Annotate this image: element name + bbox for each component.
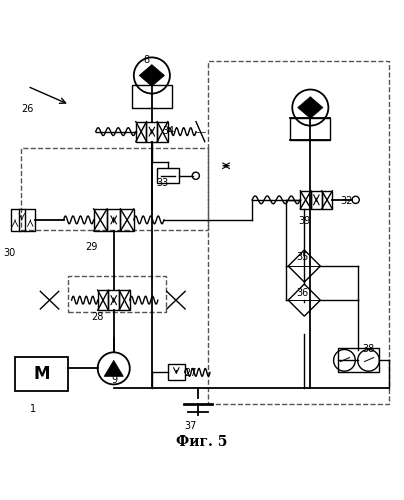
Text: 32: 32: [341, 196, 353, 206]
Bar: [300, 191, 311, 209]
Bar: [338, 348, 379, 372]
Text: 34: 34: [162, 126, 174, 136]
Text: 28: 28: [92, 312, 104, 322]
Bar: [132, 86, 172, 108]
Polygon shape: [139, 64, 152, 86]
Bar: [108, 290, 119, 310]
Polygon shape: [104, 360, 123, 376]
Bar: [21, 148, 208, 230]
Text: 26: 26: [21, 104, 34, 114]
Text: 35: 35: [296, 252, 309, 262]
Text: 9: 9: [112, 375, 118, 385]
Bar: [67, 276, 166, 312]
Bar: [157, 122, 168, 142]
Bar: [157, 168, 179, 184]
Bar: [208, 62, 389, 404]
Bar: [168, 364, 185, 380]
Text: 31: 31: [304, 106, 317, 116]
Bar: [120, 209, 134, 231]
Bar: [119, 290, 130, 310]
Polygon shape: [152, 64, 164, 86]
Bar: [11, 209, 36, 231]
Text: 8: 8: [144, 56, 150, 66]
Bar: [136, 122, 147, 142]
Bar: [311, 191, 322, 209]
Bar: [322, 191, 332, 209]
Text: 1: 1: [29, 404, 36, 414]
Text: М: М: [33, 366, 50, 384]
Polygon shape: [298, 96, 310, 118]
Bar: [15, 357, 67, 391]
Text: 36: 36: [296, 288, 309, 298]
Text: 33: 33: [156, 178, 168, 188]
Polygon shape: [310, 96, 323, 118]
Bar: [107, 209, 120, 231]
Text: 37: 37: [184, 420, 196, 430]
Bar: [98, 290, 108, 310]
Text: 27: 27: [184, 368, 196, 378]
Bar: [94, 209, 107, 231]
Text: 29: 29: [86, 242, 98, 252]
Text: 38: 38: [362, 344, 375, 354]
Bar: [290, 118, 330, 140]
Text: 39: 39: [298, 216, 311, 226]
Text: Фиг. 5: Фиг. 5: [176, 435, 228, 449]
Bar: [147, 122, 157, 142]
Text: 30: 30: [3, 248, 16, 258]
